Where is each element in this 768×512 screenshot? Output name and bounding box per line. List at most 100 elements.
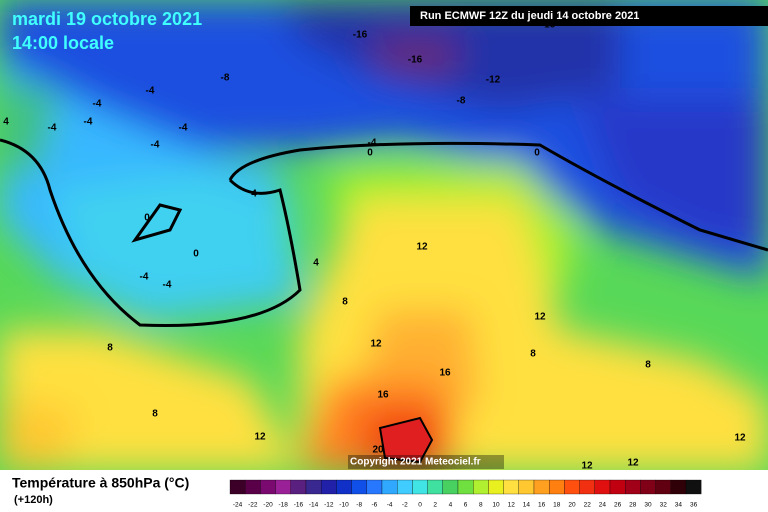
run-info: Run ECMWF 12Z du jeudi 14 octobre 2021 bbox=[420, 10, 639, 22]
scale-swatch bbox=[351, 479, 367, 495]
scale-swatch bbox=[397, 479, 413, 495]
color-scale: -24 -22 -20 -18 -16 -14 -12 -10 -8 -6 -4 -2 0 2 4 6 8 10 1… bbox=[229, 479, 702, 509]
scale-label: -4 bbox=[387, 502, 393, 509]
contour-label: -4 bbox=[368, 138, 377, 149]
scale-label: -14 bbox=[309, 502, 319, 509]
scale-swatch bbox=[625, 479, 641, 495]
contour-label: 0 bbox=[534, 148, 540, 159]
scale-swatch bbox=[549, 479, 565, 495]
contour-label: 8 bbox=[645, 360, 651, 371]
contour-label: -4 bbox=[84, 117, 93, 128]
scale-swatch bbox=[260, 479, 276, 495]
scale-label: -24 bbox=[233, 502, 243, 509]
scale-label: 30 bbox=[644, 502, 652, 509]
scale-swatch bbox=[290, 479, 307, 495]
contour-label: 12 bbox=[416, 242, 428, 253]
scale-label: -22 bbox=[248, 502, 258, 509]
map-date: mardi 19 octobre 2021 bbox=[12, 9, 202, 29]
contour-label: -8 bbox=[457, 96, 466, 107]
scale-label: -10 bbox=[339, 502, 349, 509]
scale-label: 22 bbox=[584, 502, 592, 509]
scale-swatch bbox=[488, 479, 504, 495]
scale-label: 8 bbox=[479, 502, 483, 509]
scale-label: 24 bbox=[599, 502, 607, 509]
scale-swatch bbox=[245, 479, 261, 495]
contour-label: -4 bbox=[140, 272, 149, 283]
scale-swatch bbox=[564, 479, 580, 495]
contour-label: 12 bbox=[734, 433, 746, 444]
scale-swatch bbox=[594, 479, 611, 495]
scale-swatch bbox=[275, 479, 291, 495]
contour-label: 12 bbox=[370, 339, 382, 350]
contour-label: 20 bbox=[372, 445, 384, 456]
scale-label: 28 bbox=[629, 502, 637, 509]
scale-swatch bbox=[609, 479, 626, 495]
contour-label: -4 bbox=[163, 280, 172, 291]
scale-label: 20 bbox=[568, 502, 576, 509]
scale-label: -12 bbox=[324, 502, 334, 509]
scale-swatch bbox=[366, 479, 383, 495]
scale-label: 32 bbox=[660, 502, 668, 509]
scale-label: 4 bbox=[449, 502, 453, 509]
contour-label: -4 bbox=[146, 86, 155, 97]
contour-label: 12 bbox=[627, 458, 639, 469]
scale-label: -8 bbox=[356, 502, 362, 509]
contour-label: -4 bbox=[151, 140, 160, 151]
scale-label: 2 bbox=[433, 502, 437, 509]
map-time: 14:00 locale bbox=[12, 33, 114, 53]
scale-label: 34 bbox=[675, 502, 683, 509]
scale-label: 36 bbox=[690, 502, 698, 509]
scale-label: -18 bbox=[278, 502, 288, 509]
scale-label: 16 bbox=[538, 502, 546, 509]
scale-swatch bbox=[427, 479, 443, 495]
scale-swatch bbox=[503, 479, 519, 495]
copyright: Copyright 2021 Meteociel.fr bbox=[350, 457, 481, 468]
scale-label: 14 bbox=[523, 502, 531, 509]
scale-swatch bbox=[457, 479, 474, 495]
scale-label: -6 bbox=[372, 502, 378, 509]
scale-label: 6 bbox=[464, 502, 468, 509]
contour-label: 0 bbox=[144, 213, 150, 224]
contour-label: 12 bbox=[254, 432, 266, 443]
contour-label: 4 bbox=[251, 189, 257, 200]
scale-swatch bbox=[336, 479, 352, 495]
scale-swatch bbox=[305, 479, 322, 495]
contour-label: -4 bbox=[93, 99, 102, 110]
scale-swatch bbox=[321, 479, 337, 495]
scale-label: 12 bbox=[508, 502, 516, 509]
contour-label: -4 bbox=[48, 123, 57, 134]
contour-label: 8 bbox=[107, 343, 113, 354]
contour-label: 12 bbox=[534, 312, 546, 323]
scale-label: -16 bbox=[294, 502, 304, 509]
contour-label: -8 bbox=[221, 73, 230, 84]
scale-swatch bbox=[640, 479, 656, 495]
scale-swatch bbox=[670, 479, 687, 495]
contour-label: 0 bbox=[193, 249, 199, 260]
scale-label: -2 bbox=[402, 502, 408, 509]
contour-label: 0 bbox=[367, 148, 373, 159]
legend-lead: (+120h) bbox=[14, 494, 53, 506]
contour-labels: -16-16-12-8-8-4-4-44 -4-4-4 -40 0400-4-4481… bbox=[3, 20, 746, 472]
contour-label: 8 bbox=[152, 409, 158, 420]
scale-swatch bbox=[579, 479, 595, 495]
scale-swatch bbox=[229, 479, 246, 495]
scale-label: 26 bbox=[614, 502, 622, 509]
contour-label: -4 bbox=[179, 123, 188, 134]
run-box bbox=[410, 6, 768, 26]
scale-swatch bbox=[442, 479, 459, 495]
temperature-field bbox=[0, 0, 768, 470]
scale-swatch bbox=[381, 479, 398, 495]
scale-swatch bbox=[655, 479, 671, 495]
legend-title: Température à 850hPa (°C) bbox=[12, 475, 189, 491]
scale-label: -20 bbox=[263, 502, 273, 509]
scale-swatch bbox=[518, 479, 535, 495]
scale-swatch bbox=[412, 479, 428, 495]
contour-label: -12 bbox=[486, 75, 501, 86]
contour-label: 16 bbox=[377, 390, 389, 401]
contour-label: -16 bbox=[408, 55, 423, 66]
contour-label: 12 bbox=[581, 461, 593, 472]
contour-label: 4 bbox=[3, 117, 9, 128]
scale-label: 0 bbox=[418, 502, 422, 509]
contour-label: 4 bbox=[313, 258, 319, 269]
